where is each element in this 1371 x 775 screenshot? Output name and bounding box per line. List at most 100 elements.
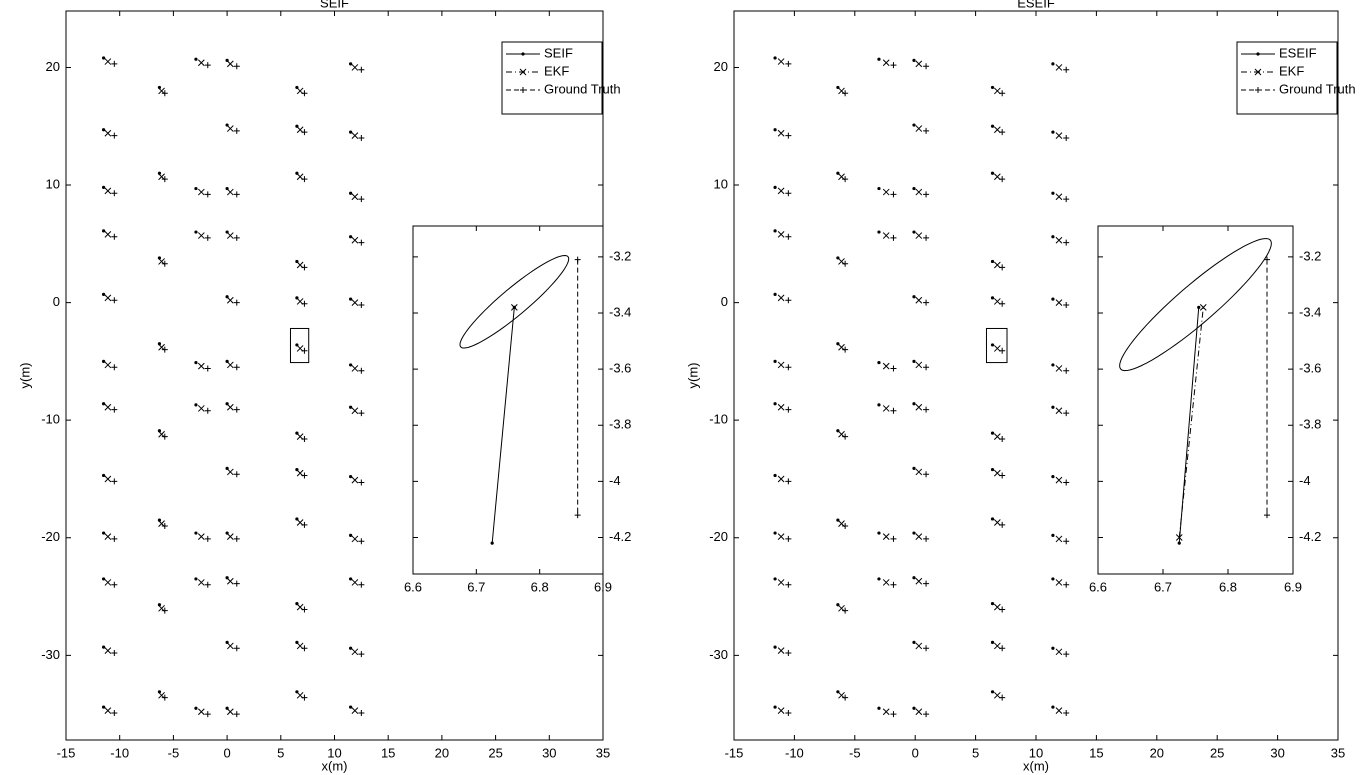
legend-label: ESEIF <box>1279 45 1317 60</box>
marker-x <box>1055 407 1063 415</box>
y-tick-label: -20 <box>709 529 728 544</box>
marker-plus <box>520 87 526 93</box>
marker-plus <box>842 90 849 97</box>
marker-x <box>104 707 112 714</box>
marker-plus <box>233 364 240 371</box>
chart-title: SEIF <box>320 0 349 10</box>
marker-plus <box>842 523 849 530</box>
marker-plus <box>358 581 365 588</box>
marker-x <box>226 468 234 476</box>
marker-dot <box>194 230 198 234</box>
marker-dot <box>349 62 353 66</box>
x-tick-label: 0 <box>223 745 230 760</box>
marker-plus <box>890 581 897 588</box>
marker-plus <box>785 535 792 542</box>
marker-x <box>351 236 359 244</box>
inset-frame <box>412 225 604 575</box>
marker-plus <box>1063 651 1070 658</box>
marker-dot <box>349 577 353 581</box>
marker-dot <box>773 577 777 581</box>
marker-plus <box>161 260 168 267</box>
marker-plus <box>111 297 118 304</box>
marker-x <box>351 579 359 586</box>
marker-plus <box>890 365 897 372</box>
x-tick-label: 6.7 <box>1154 579 1172 594</box>
marker-dot <box>101 185 106 189</box>
series-line <box>1178 307 1200 544</box>
marker-plus <box>233 63 240 70</box>
marker-x <box>226 188 234 196</box>
marker-x <box>226 708 234 716</box>
marker-plus <box>111 190 118 197</box>
marker-plus <box>574 256 581 263</box>
marker-dot <box>912 640 916 645</box>
marker-dot <box>1051 62 1055 66</box>
marker-x <box>915 708 923 716</box>
marker-x <box>226 125 234 132</box>
marker-x <box>915 125 923 132</box>
marker-dot <box>194 577 198 581</box>
marker-x <box>104 579 112 586</box>
marker-x <box>226 361 234 369</box>
marker-x <box>351 64 359 71</box>
marker-plus <box>999 176 1006 183</box>
x-tick-label: 6.8 <box>531 579 549 594</box>
y-axis-label: y(m) <box>17 363 32 389</box>
marker-plus <box>301 90 308 97</box>
legend-label: Ground Truth <box>544 81 621 96</box>
marker-dot <box>101 359 106 363</box>
marker-plus <box>1255 87 1261 93</box>
marker-plus <box>890 62 897 69</box>
marker-x <box>915 403 923 411</box>
marker-plus <box>890 711 897 718</box>
marker-plus <box>999 264 1006 271</box>
marker-dot <box>877 403 881 407</box>
marker-dot <box>101 128 106 132</box>
marker-x <box>915 361 923 369</box>
marker-plus <box>923 191 930 198</box>
marker-x <box>104 475 112 483</box>
marker-dot <box>773 185 777 189</box>
marker-dot <box>194 531 198 535</box>
marker-x <box>1055 707 1063 714</box>
marker-plus <box>358 239 365 246</box>
marker-x <box>104 129 112 137</box>
marker-dot <box>521 52 525 56</box>
marker-dot <box>1051 130 1055 134</box>
marker-x <box>882 579 890 586</box>
marker-plus <box>1063 301 1070 308</box>
x-axis-label: x(m) <box>1023 758 1049 773</box>
marker-dot <box>349 130 353 134</box>
marker-x <box>915 296 923 304</box>
marker-x <box>1055 365 1063 372</box>
marker-dot <box>101 577 106 581</box>
marker-x <box>1254 68 1262 76</box>
marker-dot <box>990 690 995 694</box>
marker-x <box>1055 476 1063 484</box>
inset-frame <box>1097 225 1294 575</box>
marker-plus <box>204 535 211 542</box>
marker-plus <box>1063 239 1070 246</box>
marker-plus <box>785 478 792 485</box>
marker-plus <box>842 694 849 701</box>
marker-plus <box>923 645 930 652</box>
marker-x <box>1055 535 1063 543</box>
marker-dot <box>990 602 995 606</box>
marker-plus <box>233 234 240 241</box>
marker-plus <box>301 472 308 479</box>
y-tick-label: -4.2 <box>1299 529 1321 544</box>
marker-plus <box>161 607 168 614</box>
marker-dot <box>101 292 106 296</box>
marker-plus <box>111 233 118 240</box>
x-tick-label: 6.6 <box>404 579 422 594</box>
marker-plus <box>358 134 365 141</box>
marker-plus <box>358 709 365 716</box>
marker-x <box>104 187 112 195</box>
marker-dot <box>101 402 106 406</box>
series-line <box>491 307 515 544</box>
marker-plus <box>999 300 1006 307</box>
marker-dot <box>773 359 777 363</box>
marker-plus <box>842 260 849 267</box>
marker-plus <box>999 606 1006 613</box>
marker-plus <box>301 694 308 701</box>
